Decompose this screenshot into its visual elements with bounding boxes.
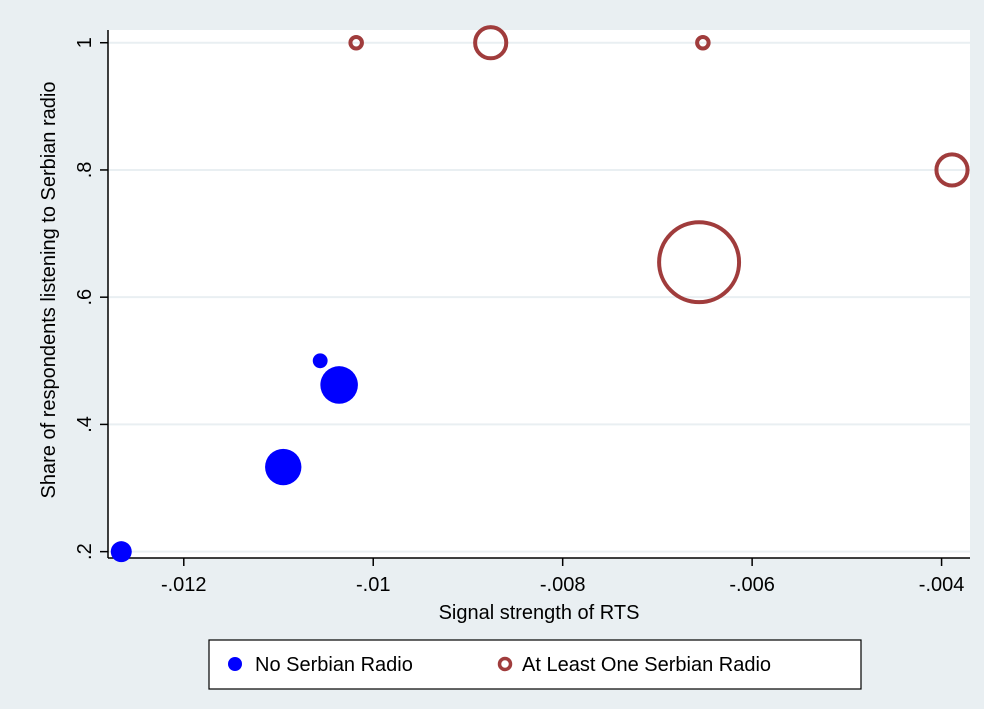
point-no-serbian-radio <box>110 541 132 563</box>
data-points <box>110 25 970 563</box>
y-axis-title: Share of respondents listening to Serbia… <box>38 82 60 499</box>
x-tick-label: -.004 <box>919 574 965 596</box>
gridlines <box>108 41 970 553</box>
point-no-serbian-radio <box>265 448 302 486</box>
plot-area <box>108 30 970 558</box>
legend: No Serbian Radio At Least One Serbian Ra… <box>208 639 862 690</box>
axes <box>107 30 970 559</box>
y-tick-label: .4 <box>74 416 96 433</box>
point-at-least-one-serbian-radio <box>473 25 509 61</box>
x-tick-label: -.01 <box>356 574 390 596</box>
legend-label-no-serbian-radio: No Serbian Radio <box>255 654 413 676</box>
x-tick-label: -.012 <box>161 574 207 596</box>
point-at-least-one-serbian-radio <box>348 34 364 51</box>
x-axis-ticks: -.012 -.01 -.008 -.006 -.004 <box>161 558 964 596</box>
y-tick-label: .6 <box>74 289 96 306</box>
point-at-least-one-serbian-radio <box>934 152 970 188</box>
x-tick-label: -.006 <box>729 574 775 596</box>
x-tick-label: -.008 <box>540 574 586 596</box>
y-tick-label: .2 <box>74 543 96 560</box>
point-no-serbian-radio <box>320 366 358 404</box>
y-axis-ticks: .2 .4 .6 .8 1 <box>74 37 108 560</box>
legend-marker-no-serbian-radio <box>228 657 242 671</box>
point-at-least-one-serbian-radio <box>657 220 742 305</box>
y-tick-label: .8 <box>74 162 96 179</box>
point-no-serbian-radio <box>312 353 328 369</box>
legend-label-at-least-one-serbian-radio: At Least One Serbian Radio <box>522 654 771 676</box>
point-at-least-one-serbian-radio <box>695 34 711 51</box>
legend-box <box>208 639 862 690</box>
x-axis-title: Signal strength of RTS <box>439 602 640 624</box>
legend-marker-at-least-one-serbian-radio <box>497 656 513 672</box>
y-tick-label: 1 <box>74 37 96 48</box>
